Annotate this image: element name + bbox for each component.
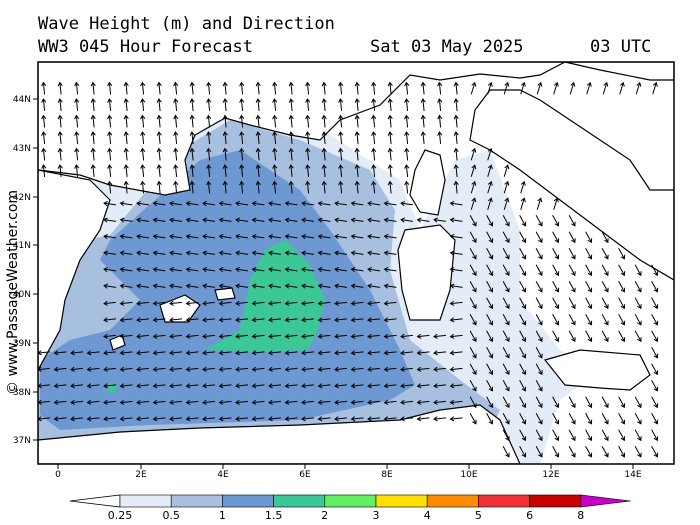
legend-label: 1 <box>219 509 226 522</box>
land-italy <box>469 89 674 281</box>
legend-label: 8 <box>577 509 584 522</box>
lat-label: 43N <box>13 144 31 154</box>
land-menorca <box>214 287 236 301</box>
legend-start-arrow <box>69 494 121 508</box>
legend-label: 4 <box>424 509 431 522</box>
lon-label: 12E <box>542 470 559 480</box>
forecast-date: Sat 03 May 2025 <box>370 37 524 57</box>
legend-label: 0.25 <box>108 509 133 522</box>
legend-swatch <box>478 494 530 508</box>
legend-end-arrow <box>580 494 631 508</box>
lon-axis: 0 2E 4E 6E 8E 10E 12E 14E <box>55 464 642 480</box>
lon-label: 0 <box>55 470 61 480</box>
legend-label: 6 <box>526 509 533 522</box>
legend-swatch <box>222 494 274 508</box>
lon-label: 14E <box>624 470 641 480</box>
land-corsica <box>409 149 446 216</box>
lat-label: 39N <box>13 339 31 349</box>
wave-arrows <box>38 81 659 458</box>
legend-swatch <box>324 494 377 508</box>
legend-swatch <box>170 494 223 508</box>
lat-axis: 44N 43N 42N 41N 40N 39N 38N 37N <box>13 95 38 446</box>
legend-label: 3 <box>373 509 380 522</box>
land <box>38 62 674 464</box>
lon-label: 6E <box>299 470 311 480</box>
lat-label: 41N <box>13 241 31 251</box>
map-frame <box>37 61 675 465</box>
lat-label: 38N <box>13 388 31 398</box>
credit-text: © www.PassageWeather.com <box>5 190 21 395</box>
legend-label: 5 <box>475 509 482 522</box>
legend-swatch <box>375 494 428 508</box>
legend-swatch <box>273 494 326 508</box>
legend-label: 1.5 <box>265 509 283 522</box>
forecast-time: 03 UTC <box>590 37 652 57</box>
lat-label: 44N <box>13 95 31 105</box>
lat-label: 40N <box>13 290 31 300</box>
land-spain <box>38 169 111 371</box>
lon-label: 8E <box>381 470 393 480</box>
lon-label: 4E <box>217 470 229 480</box>
legend-label: 2 <box>321 509 328 522</box>
land-sardinia <box>397 224 456 321</box>
lat-label: 37N <box>13 436 31 446</box>
legend-swatch <box>119 494 172 508</box>
lat-label: 42N <box>13 193 31 203</box>
map-title: Wave Height (m) and Direction <box>38 14 335 34</box>
forecast-model: WW3 045 Hour Forecast <box>38 37 253 57</box>
wave-zone-1-5 <box>205 240 325 352</box>
legend-label: 0.5 <box>162 509 180 522</box>
land-africa <box>38 404 521 464</box>
land-sicily <box>543 349 651 391</box>
lon-label: 10E <box>460 470 477 480</box>
credit-watermark: © www.PassageWeather.com <box>5 190 21 395</box>
legend: 0.25 0.5 1 1.5 2 3 4 5 6 8 <box>69 494 631 522</box>
land-ibiza <box>109 334 126 351</box>
legend-swatch <box>529 494 582 508</box>
legend-swatch <box>426 494 479 508</box>
land-north <box>38 62 674 196</box>
lon-label: 2E <box>135 470 147 480</box>
